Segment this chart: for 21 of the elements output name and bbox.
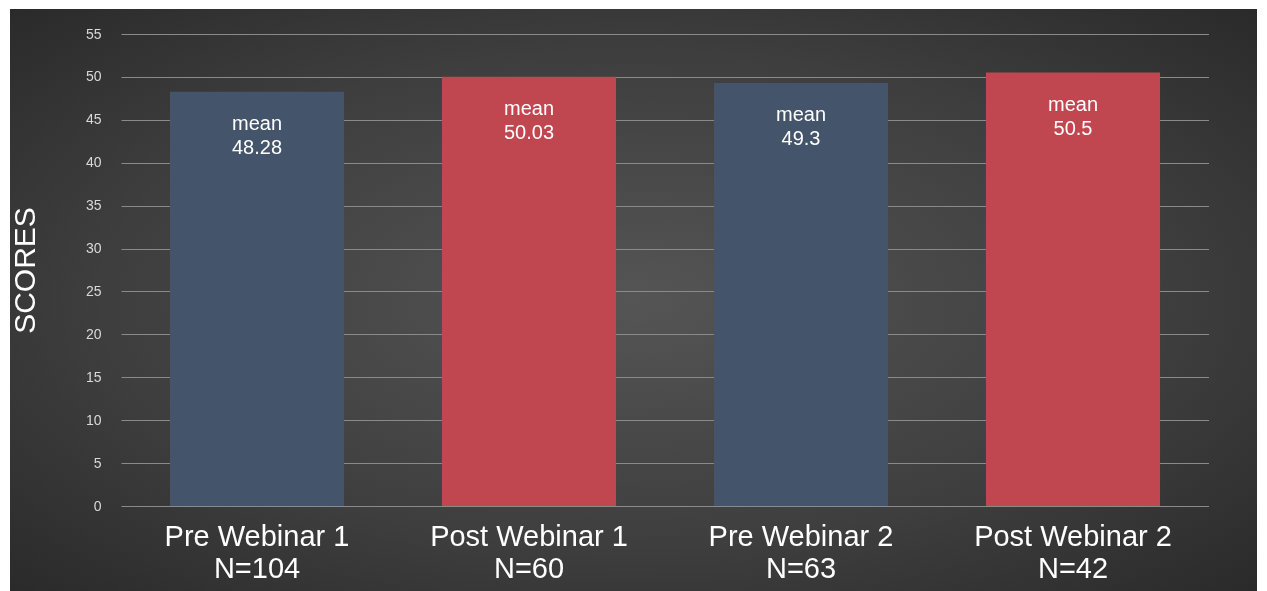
data-label: mean 48.28	[231, 111, 283, 158]
y-tick-label: 40	[85, 154, 102, 171]
data-label: mean 50.5	[1047, 92, 1099, 139]
y-tick-label: 20	[85, 325, 102, 342]
data-label: mean 49.3	[775, 102, 827, 149]
y-tick-label: 0	[93, 497, 102, 514]
x-tick-label: Post Webinar 2 N=42	[974, 519, 1172, 584]
y-tick-label: 55	[85, 25, 102, 42]
y-tick-label: 25	[85, 282, 102, 299]
y-tick-label: 50	[85, 68, 102, 85]
y-axis-title: SCORES	[7, 207, 41, 334]
data-label: mean 50.03	[503, 96, 555, 143]
x-tick-label: Post Webinar 1 N=60	[430, 519, 628, 584]
y-tick-label: 5	[93, 454, 102, 471]
x-tick-label: Pre Webinar 2 N=63	[708, 519, 894, 584]
x-tick-label: Pre Webinar 1 N=104	[164, 519, 350, 584]
y-tick-label: 30	[85, 240, 102, 257]
y-tick-label: 15	[85, 368, 102, 385]
y-tick-label: 10	[85, 411, 102, 428]
y-tick-label: 35	[85, 197, 102, 214]
y-tick-label: 45	[85, 111, 102, 128]
